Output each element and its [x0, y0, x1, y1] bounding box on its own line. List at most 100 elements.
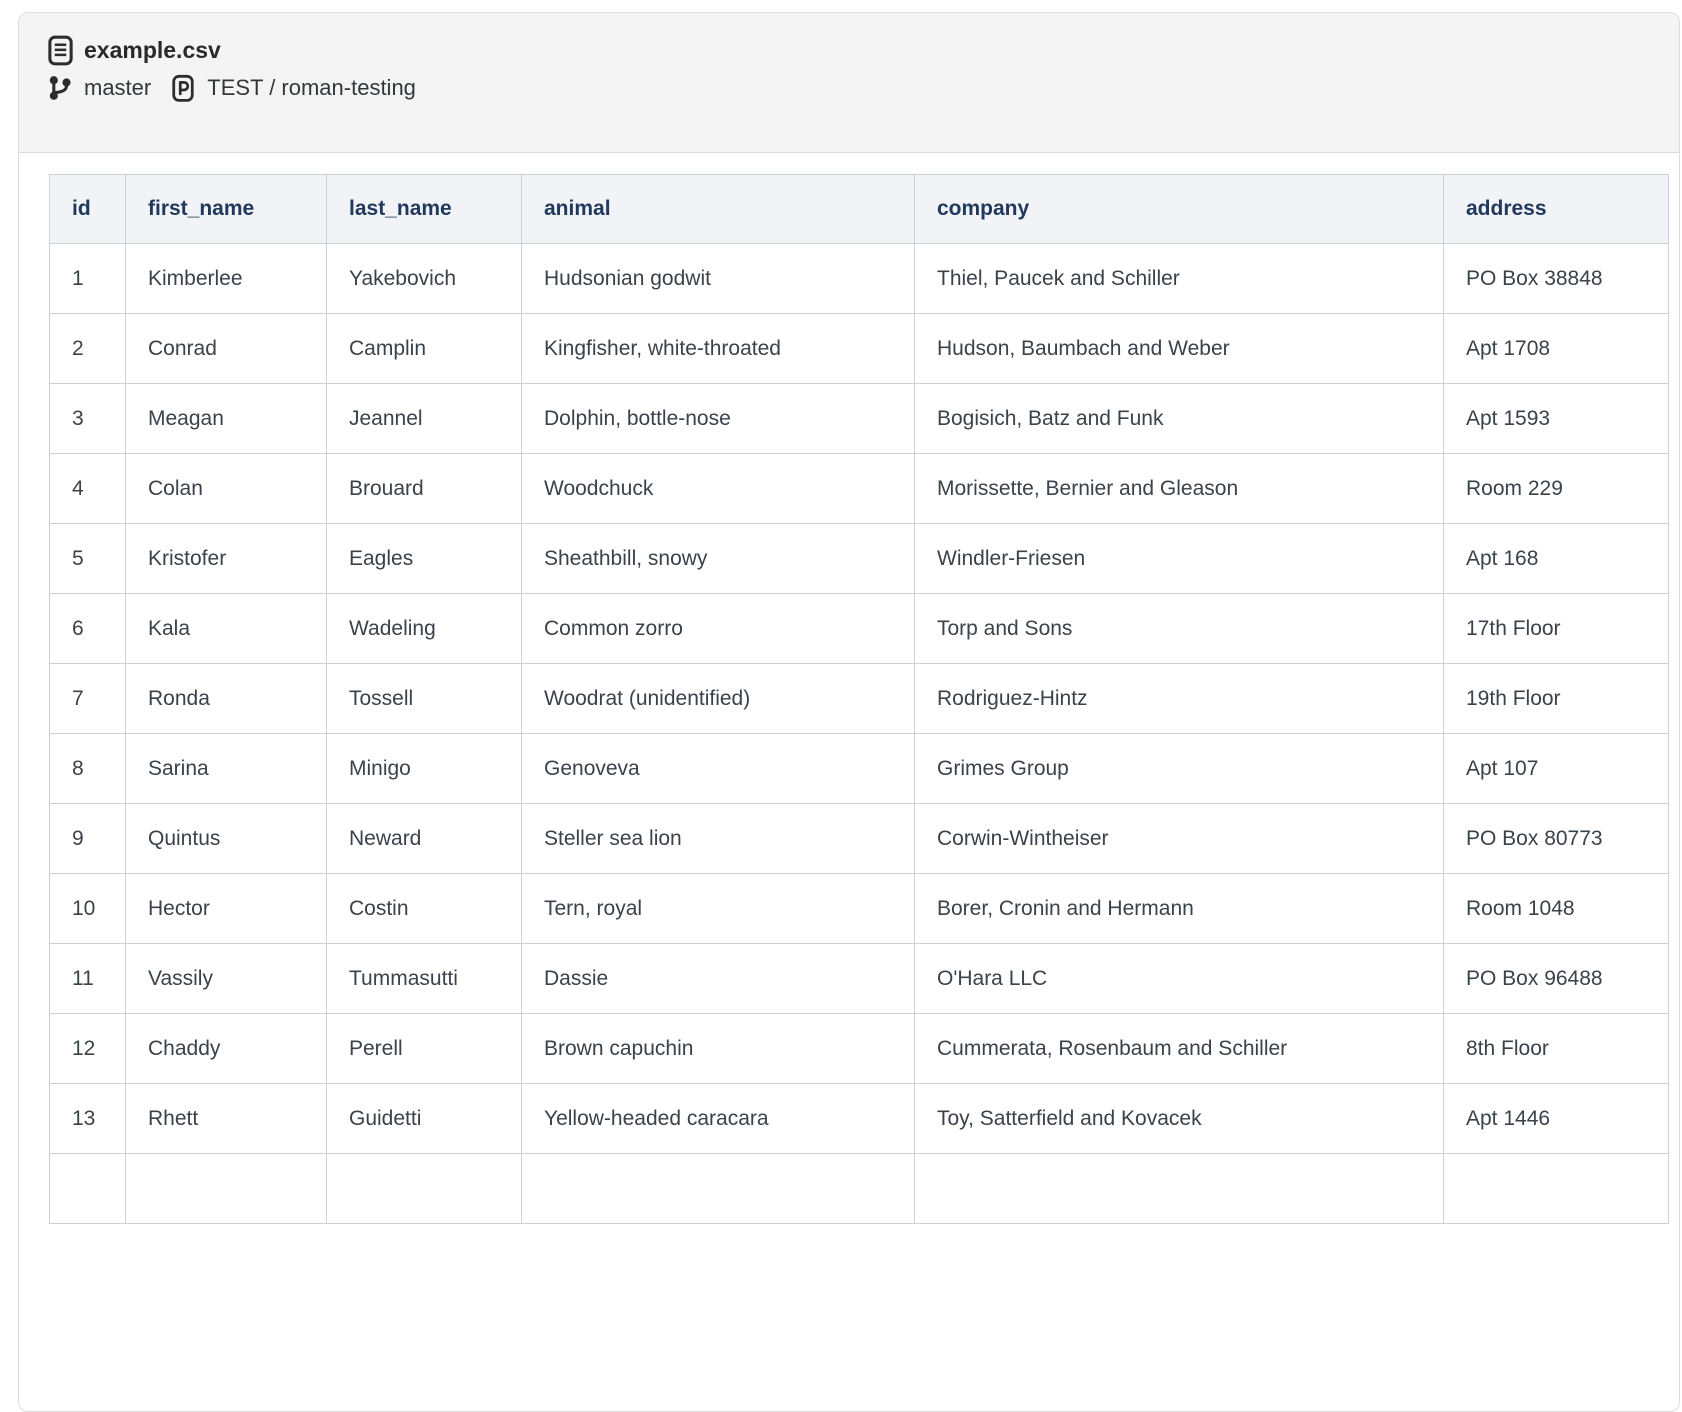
- table-row: 5 Kristofer Eagles Sheathbill, snowy Windler…: [49, 523, 1669, 594]
- file-meta-row: master TEST / roman-testing: [47, 69, 1651, 107]
- table-cell: Torp and Sons: [914, 593, 1444, 664]
- table-cell: Tern, royal: [521, 873, 915, 944]
- table-header-row: id first_name last_name animal company a…: [49, 174, 1669, 244]
- table-cell: Minigo: [326, 733, 522, 804]
- table-row: 12 Chaddy Perell Brown capuchin Cummerata, R…: [49, 1013, 1669, 1084]
- table-cell: Guidetti: [326, 1083, 522, 1154]
- table-cell: Ronda: [125, 663, 327, 734]
- table-cell: 3: [49, 383, 126, 454]
- table-row: 13 Rhett Guidetti Yellow-headed caracara Toy…: [49, 1083, 1669, 1154]
- table-row: 8 Sarina Minigo Genoveva Grimes Group Apt 107: [49, 733, 1669, 804]
- table-cell: 10: [49, 873, 126, 944]
- table-cell: Borer, Cronin and Hermann: [914, 873, 1444, 944]
- csv-table: id first_name last_name animal company a…: [49, 174, 1669, 1224]
- git-branch-icon: [47, 74, 73, 102]
- table-cell: 8: [49, 733, 126, 804]
- table-cell: Eagles: [326, 523, 522, 594]
- table-cell: Corwin-Wintheiser: [914, 803, 1444, 874]
- table-cell: Conrad: [125, 313, 327, 384]
- table-cell: Cummerata, Rosenbaum and Schiller: [914, 1013, 1444, 1084]
- table-cell: [125, 1153, 327, 1224]
- table-cell: Kristofer: [125, 523, 327, 594]
- table-cell: Brouard: [326, 453, 522, 524]
- file-name[interactable]: example.csv: [84, 36, 221, 63]
- table-cell: [326, 1153, 522, 1224]
- table-cell: Apt 1446: [1443, 1083, 1669, 1154]
- table-row: 6 Kala Wadeling Common zorro Torp and Sons 17…: [49, 593, 1669, 664]
- table-row: 4 Colan Brouard Woodchuck Morissette, Bernie…: [49, 453, 1669, 524]
- table-cell: Woodrat (unidentified): [521, 663, 915, 734]
- table-cell: Sarina: [125, 733, 327, 804]
- table-cell: Wadeling: [326, 593, 522, 664]
- table-cell: Hector: [125, 873, 327, 944]
- table-cell: PO Box 38848: [1443, 243, 1669, 314]
- table-cell: [914, 1153, 1444, 1224]
- project-icon: [170, 74, 196, 103]
- table-row: 2 Conrad Camplin Kingfisher, white-throated…: [49, 313, 1669, 384]
- table-cell: Yakebovich: [326, 243, 522, 314]
- file-embed-container: example.csv master TEST / roman-testi: [18, 12, 1680, 1412]
- table-cell: 6: [49, 593, 126, 664]
- table-cell: Windler-Friesen: [914, 523, 1444, 594]
- table-cell: 4: [49, 453, 126, 524]
- table-cell: PO Box 80773: [1443, 803, 1669, 874]
- table-cell: Morissette, Bernier and Gleason: [914, 453, 1444, 524]
- table-cell: Yellow-headed caracara: [521, 1083, 915, 1154]
- table-cell: Hudsonian godwit: [521, 243, 915, 314]
- table-cell: Rhett: [125, 1083, 327, 1154]
- table-cell: Kingfisher, white-throated: [521, 313, 915, 384]
- column-header-company: company: [914, 174, 1444, 244]
- table-cell: 9: [49, 803, 126, 874]
- table-cell: 17th Floor: [1443, 593, 1669, 664]
- table-row: 1 Kimberlee Yakebovich Hudsonian godwit Thie…: [49, 243, 1669, 314]
- table-row: 11 Vassily Tummasutti Dassie O'Hara LLC PO Bo…: [49, 943, 1669, 1014]
- table-cell: 5: [49, 523, 126, 594]
- branch-name: master: [84, 75, 152, 100]
- table-row: 7 Ronda Tossell Woodrat (unidentified) Rodri…: [49, 663, 1669, 734]
- column-header-address: address: [1443, 174, 1669, 244]
- column-header-id: id: [49, 174, 126, 244]
- table-row-partial: [49, 1153, 1669, 1224]
- table-cell: Neward: [326, 803, 522, 874]
- table-cell: 2: [49, 313, 126, 384]
- file-title-row: example.csv: [47, 31, 1651, 69]
- table-cell: Bogisich, Batz and Funk: [914, 383, 1444, 454]
- column-header-last-name: last_name: [326, 174, 522, 244]
- table-cell: Dolphin, bottle-nose: [521, 383, 915, 454]
- file-header: example.csv master TEST / roman-testi: [19, 13, 1679, 153]
- table-cell: Sheathbill, snowy: [521, 523, 915, 594]
- table-cell: 8th Floor: [1443, 1013, 1669, 1084]
- table-cell: Hudson, Baumbach and Weber: [914, 313, 1444, 384]
- table-cell: Brown capuchin: [521, 1013, 915, 1084]
- table-cell: Jeannel: [326, 383, 522, 454]
- table-cell: Kimberlee: [125, 243, 327, 314]
- table-cell: 13: [49, 1083, 126, 1154]
- table-cell: Meagan: [125, 383, 327, 454]
- table-cell: 1: [49, 243, 126, 314]
- project-path: TEST / roman-testing: [207, 75, 416, 100]
- table-cell: 12: [49, 1013, 126, 1084]
- table-cell: Dassie: [521, 943, 915, 1014]
- table-cell: 7: [49, 663, 126, 734]
- table-cell: [1443, 1153, 1669, 1224]
- table-cell: Tossell: [326, 663, 522, 734]
- table-cell: Perell: [326, 1013, 522, 1084]
- table-cell: Vassily: [125, 943, 327, 1014]
- table-cell: Thiel, Paucek and Schiller: [914, 243, 1444, 314]
- table-cell: [521, 1153, 915, 1224]
- table-cell: Apt 1708: [1443, 313, 1669, 384]
- table-cell: Genoveva: [521, 733, 915, 804]
- table-cell: Toy, Satterfield and Kovacek: [914, 1083, 1444, 1154]
- table-cell: Kala: [125, 593, 327, 664]
- table-row: 10 Hector Costin Tern, royal Borer, Cronin a…: [49, 873, 1669, 944]
- table-cell: Costin: [326, 873, 522, 944]
- csv-table-body: 1 Kimberlee Yakebovich Hudsonian godwit Thie…: [49, 243, 1669, 1224]
- table-cell: Camplin: [326, 313, 522, 384]
- file-content: id first_name last_name animal company a…: [19, 153, 1679, 1224]
- table-cell: 11: [49, 943, 126, 1014]
- table-cell: Chaddy: [125, 1013, 327, 1084]
- table-row: 3 Meagan Jeannel Dolphin, bottle-nose Bogisi…: [49, 383, 1669, 454]
- table-cell: Quintus: [125, 803, 327, 874]
- table-cell: Common zorro: [521, 593, 915, 664]
- table-cell: Woodchuck: [521, 453, 915, 524]
